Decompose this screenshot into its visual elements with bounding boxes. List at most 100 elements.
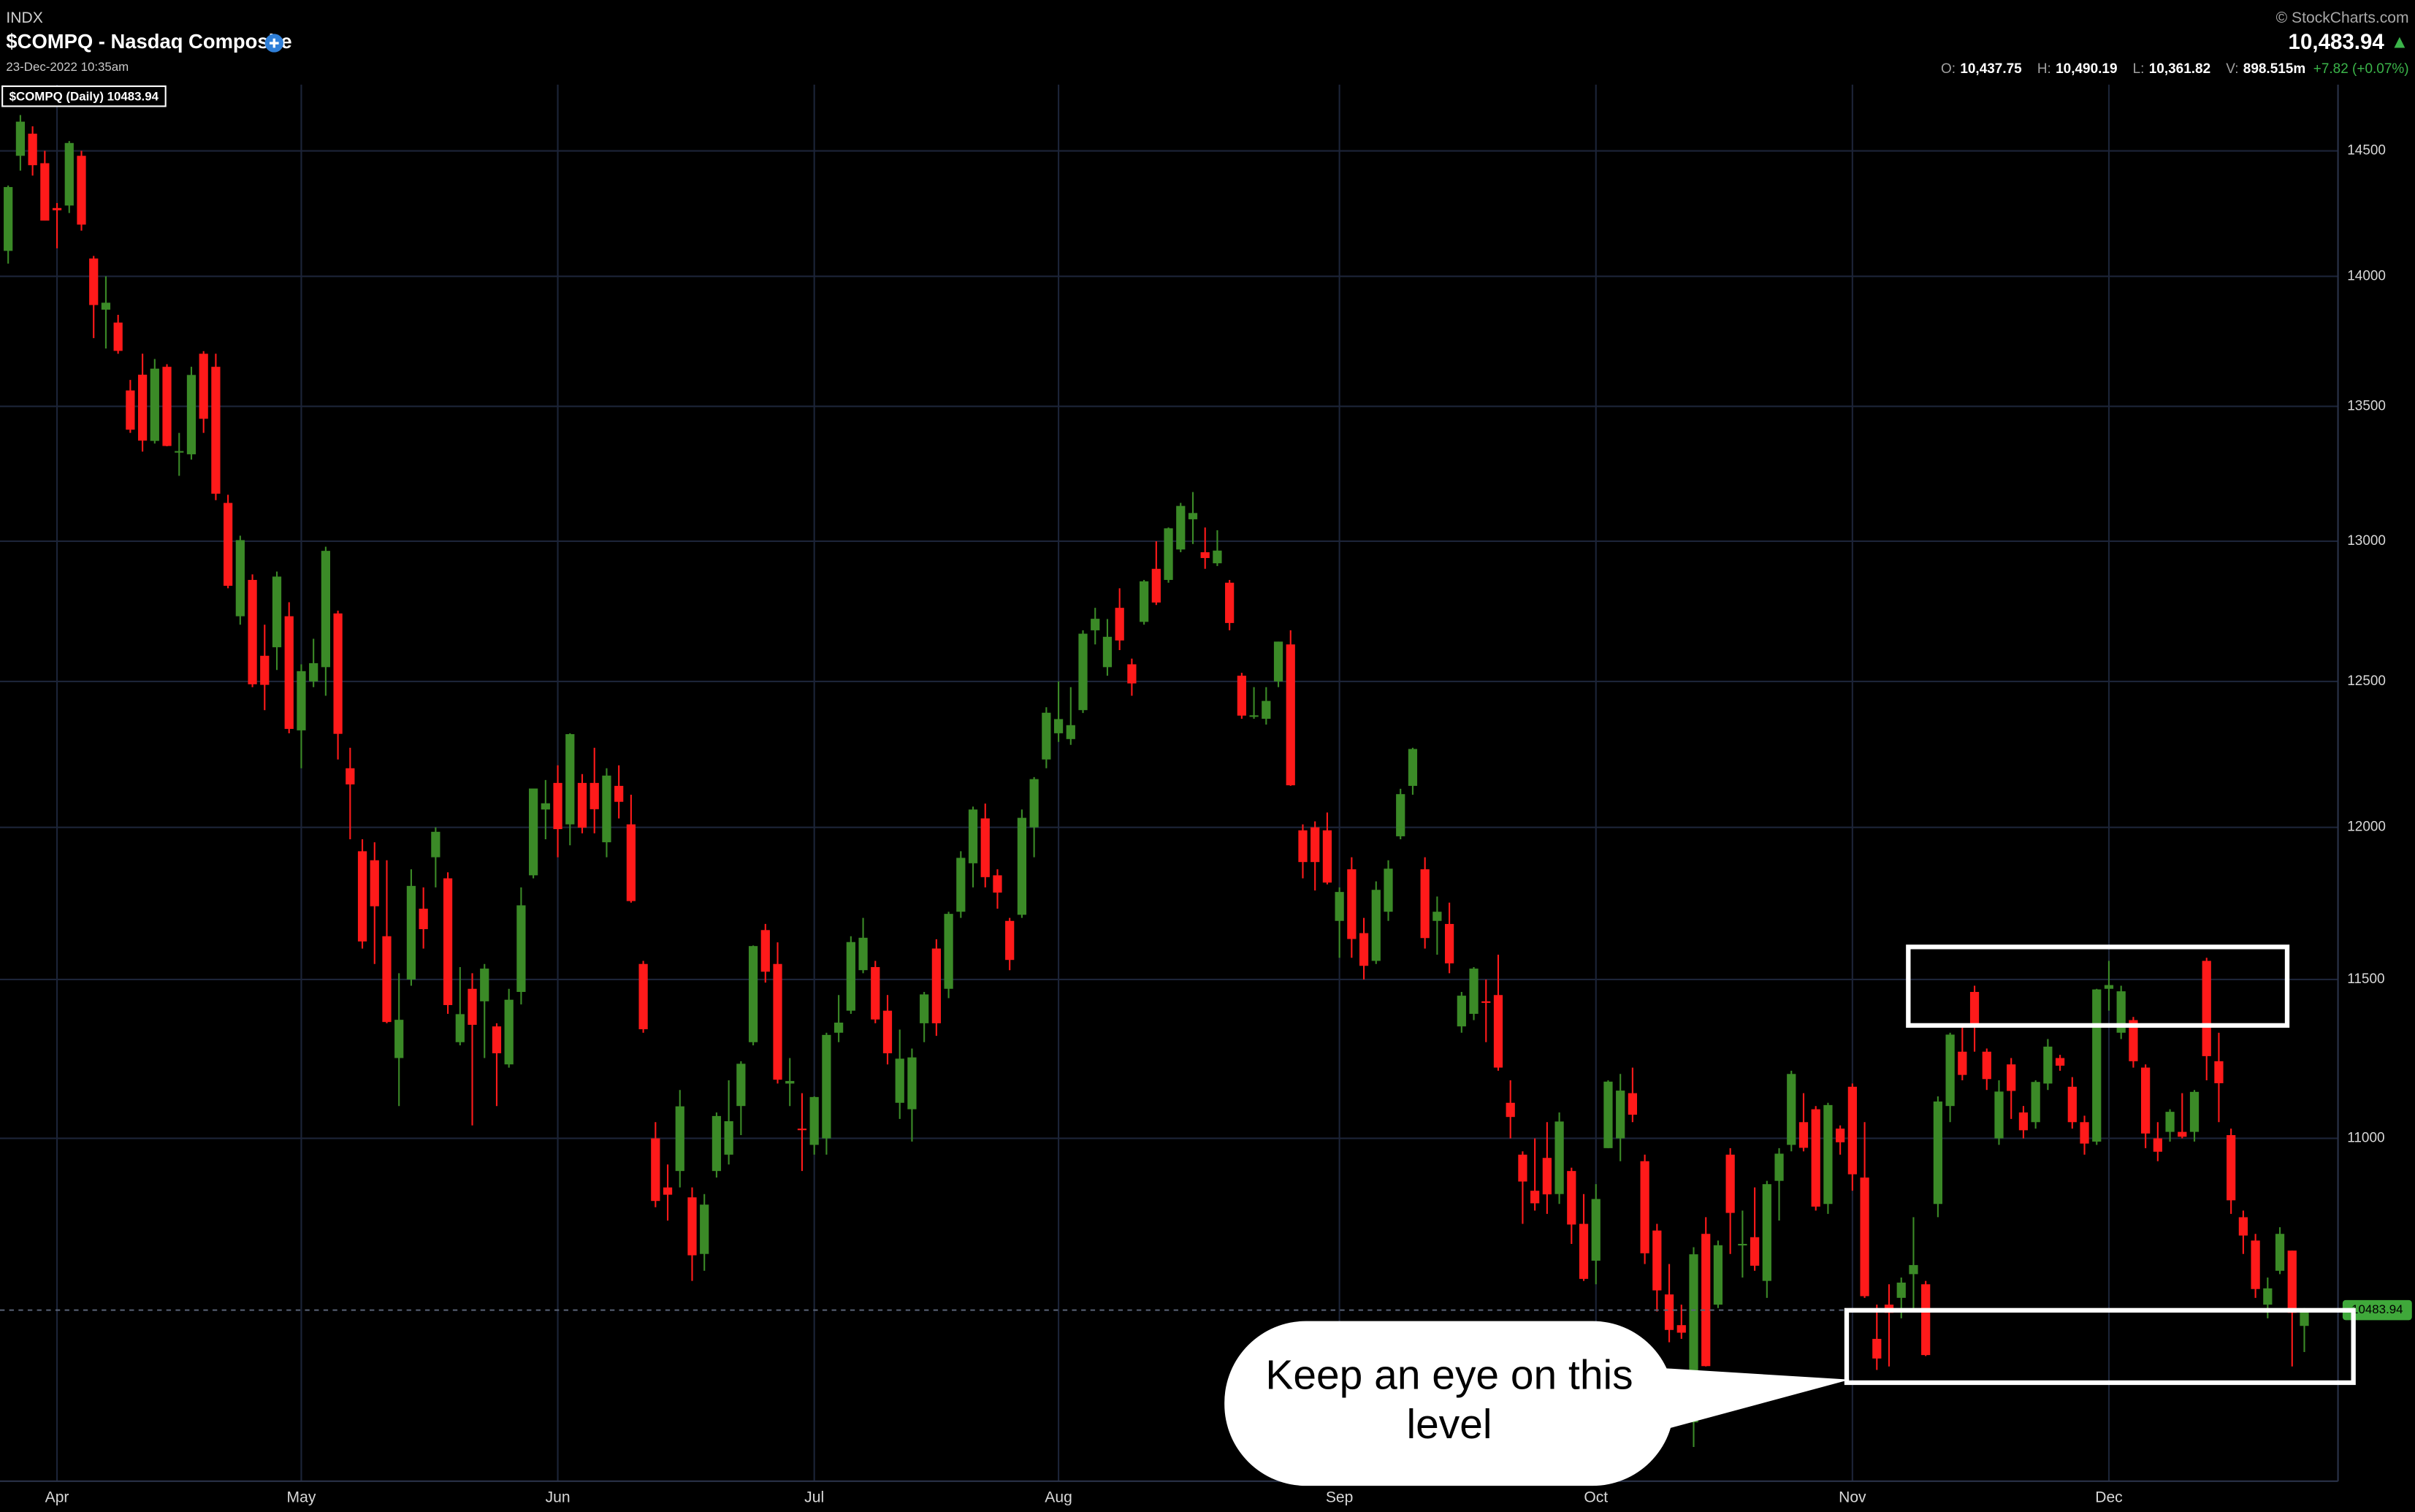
candle-body	[1530, 1191, 1540, 1204]
candle-body	[2080, 1122, 2089, 1144]
candle-body	[931, 948, 941, 1023]
candle-body	[260, 655, 270, 685]
candle-body	[1762, 1184, 1771, 1281]
candle-body	[1554, 1121, 1564, 1194]
x-tick-label: Jul	[804, 1489, 824, 1506]
candle-body	[1713, 1245, 1723, 1305]
candle-body	[1738, 1243, 1747, 1246]
candle-body	[1188, 513, 1198, 519]
candle-body	[1335, 892, 1344, 921]
candle-body	[614, 785, 624, 802]
candle-body	[64, 142, 74, 206]
candle-body	[920, 994, 929, 1023]
candle-body	[2129, 1020, 2138, 1061]
candle-body	[504, 999, 514, 1065]
candle-body	[785, 1080, 795, 1084]
candle-body	[565, 734, 575, 825]
candle-body	[1701, 1234, 1711, 1367]
x-tick-label: Aug	[1045, 1489, 1072, 1506]
candle-body	[1139, 581, 1149, 622]
candle-body	[162, 367, 172, 446]
candle-body	[577, 782, 587, 828]
candle-body	[2227, 1135, 2236, 1201]
candle-body	[858, 937, 868, 971]
x-tick-label: May	[287, 1489, 316, 1506]
candle-body	[1774, 1153, 1784, 1181]
candle-body	[663, 1187, 673, 1195]
quote-label: H:	[2037, 61, 2051, 77]
candle-body	[357, 851, 367, 942]
candle-body	[382, 936, 392, 1023]
candle-body	[1469, 969, 1479, 1014]
candle-body	[1432, 912, 1442, 921]
candle-body	[1933, 1101, 1943, 1204]
candle-body	[1298, 830, 1308, 863]
candle-body	[1091, 619, 1100, 630]
candle-body	[2018, 1112, 2029, 1131]
candle-body	[2067, 1086, 2077, 1123]
quote-label: L:	[2133, 61, 2145, 77]
quote-value: 898.515m	[2243, 61, 2305, 77]
candle-body	[944, 914, 953, 989]
candle-body	[1823, 1104, 1833, 1204]
candle-body	[846, 942, 855, 1011]
candle-body	[1200, 552, 1210, 558]
candle-body	[1798, 1122, 1809, 1148]
candle-body	[1836, 1129, 1845, 1142]
y-tick-label: 13000	[2347, 533, 2386, 549]
candle-body	[736, 1064, 746, 1107]
candle-body	[1493, 995, 1503, 1068]
candle-body	[1652, 1230, 1662, 1291]
candle-body	[1909, 1264, 1918, 1275]
candle-body	[2202, 961, 2211, 1056]
candle-body	[1066, 725, 1075, 739]
candle-body	[1164, 528, 1173, 580]
candle-body	[2092, 989, 2102, 1142]
candle-body	[1921, 1284, 1931, 1356]
candle-body	[2043, 1046, 2053, 1084]
candle-body	[1481, 1001, 1491, 1003]
candle-body	[1518, 1154, 1527, 1182]
candle-body	[186, 375, 197, 454]
candle-body	[101, 302, 111, 310]
callout: Keep an eye on this level	[1224, 1321, 1850, 1486]
candle-body	[175, 451, 184, 453]
candle-body	[1078, 633, 1088, 711]
candle-body	[443, 878, 453, 1005]
candle-body	[1310, 827, 1320, 863]
candle-body	[993, 875, 1002, 893]
x-tick-label: Oct	[1584, 1489, 1608, 1506]
candle-body	[1591, 1199, 1601, 1261]
candle-body	[1750, 1237, 1760, 1266]
candle-body	[40, 163, 50, 221]
candle-body	[1847, 1086, 1857, 1175]
candle-body	[1322, 830, 1332, 883]
candle-body	[480, 969, 489, 1001]
candle-body	[1640, 1161, 1649, 1253]
candle-body	[297, 671, 306, 730]
candle-body	[4, 187, 13, 251]
candle-body	[968, 809, 978, 863]
candle-body	[2007, 1064, 2016, 1091]
candle-body	[882, 1010, 893, 1053]
candle-body	[822, 1034, 831, 1139]
x-tick-label: Dec	[2095, 1489, 2122, 1506]
candle-body	[1408, 749, 1418, 786]
candle-body	[1969, 991, 1980, 1024]
add-button[interactable]	[264, 34, 283, 53]
candle-body	[1725, 1154, 1735, 1213]
candle-body	[126, 390, 135, 430]
candle-body	[309, 663, 318, 681]
candle-body	[468, 988, 477, 1026]
candle-body	[602, 775, 611, 843]
annotation: Keep an eye on this level	[1265, 1351, 1633, 1448]
candle-body	[1262, 700, 1271, 719]
candle-body	[748, 946, 758, 1042]
candle-body	[2263, 1288, 2273, 1305]
candle-body	[1457, 996, 1466, 1027]
y-tick-label: 11000	[2347, 1130, 2384, 1145]
candle-body	[272, 576, 282, 648]
candle-body	[700, 1204, 709, 1254]
candle-body	[541, 803, 550, 810]
